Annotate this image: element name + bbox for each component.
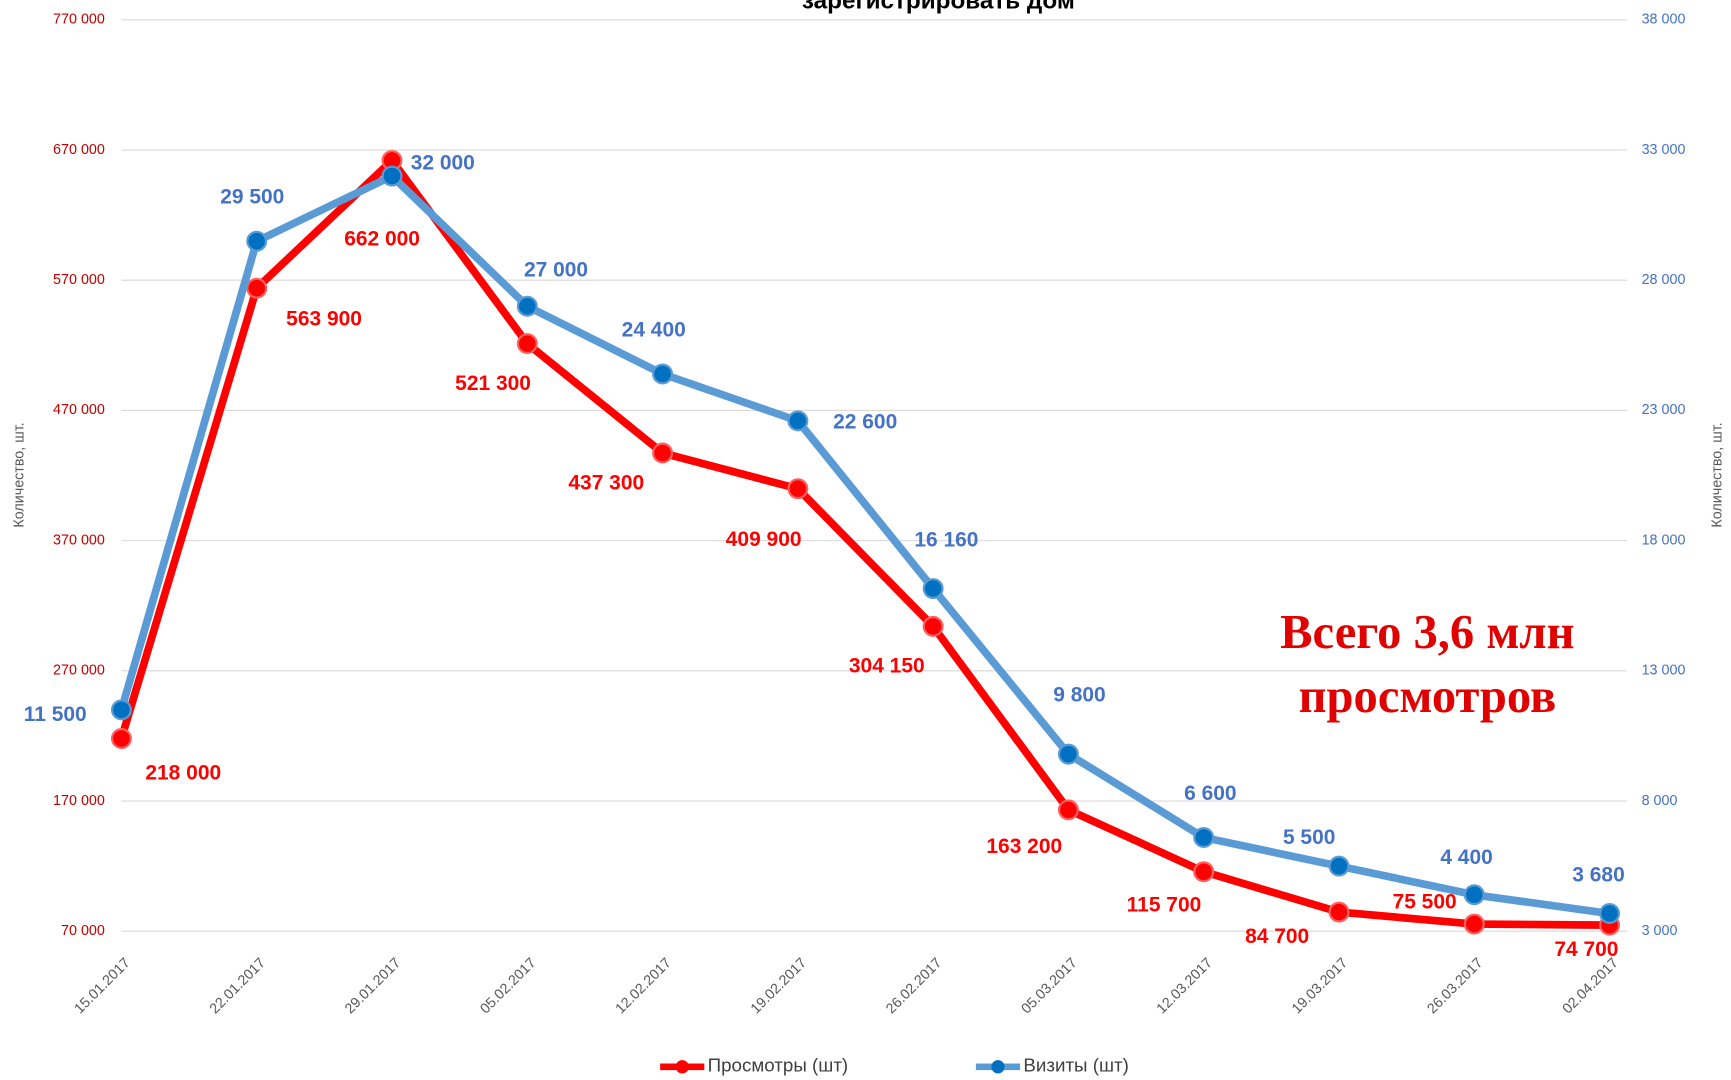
data-label: 11 500: [24, 703, 87, 726]
data-label: 521 300: [455, 372, 531, 395]
y-tick-label: 670 000: [53, 142, 105, 158]
y2-tick-label: 18 000: [1642, 532, 1686, 548]
data-label: 24 400: [622, 319, 686, 342]
y-tick-label: 70 000: [61, 923, 105, 939]
data-label: 84 700: [1245, 925, 1309, 948]
x-tick-label: 12.03.2017: [1154, 955, 1216, 1017]
series-line: [117, 172, 1611, 918]
y-tick-label: 770 000: [53, 12, 105, 28]
point: [787, 478, 809, 500]
point: [381, 165, 403, 187]
data-label: 16 160: [914, 529, 978, 552]
data-label: 4 400: [1440, 846, 1492, 869]
data-label: 115 700: [1127, 893, 1202, 916]
y2-tick-label: 28 000: [1642, 272, 1686, 288]
data-label: 662 000: [344, 227, 420, 250]
point: [1328, 855, 1350, 877]
x-tick-label: 02.04.2017: [1560, 955, 1622, 1017]
y-tick-label: 170 000: [53, 793, 105, 809]
data-label: 563 900: [286, 308, 362, 331]
y-axis-title: Количество, шт.: [12, 422, 28, 527]
point: [1463, 884, 1485, 906]
data-label: 27 000: [524, 259, 588, 282]
data-label: 29 500: [220, 186, 284, 209]
point: [652, 363, 674, 385]
y-tick-label: 470 000: [53, 402, 105, 418]
y2-tick-label: 23 000: [1642, 402, 1686, 418]
y-tick-label: 270 000: [53, 663, 105, 679]
point: [1328, 901, 1350, 923]
data-label: 32 000: [411, 151, 475, 174]
series-line: [117, 156, 1610, 929]
point: [922, 615, 944, 637]
point: [1599, 903, 1621, 924]
y2-tick-label: 8 000: [1642, 793, 1678, 809]
x-tick-label: 19.02.2017: [748, 955, 810, 1017]
x-tick-label: 22.01.2017: [207, 955, 269, 1017]
point: [516, 333, 538, 355]
y2-tick-label: 33 000: [1642, 142, 1686, 158]
point: [110, 728, 132, 750]
point: [1193, 861, 1215, 883]
point: [1463, 913, 1485, 935]
x-tick-label: 26.02.2017: [883, 955, 945, 1017]
data-label: 6 600: [1184, 782, 1236, 805]
data-label: 75 500: [1393, 891, 1457, 914]
data-label: 3 680: [1572, 864, 1624, 887]
point: [652, 442, 674, 464]
x-tick-label: 05.03.2017: [1018, 955, 1080, 1017]
annotation: Всего 3,6 млн: [1280, 606, 1574, 659]
data-label: 409 900: [726, 528, 802, 551]
point: [787, 410, 809, 432]
y-tick-label: 370 000: [53, 532, 105, 548]
legend-marker: [675, 1060, 689, 1074]
data-label: 22 600: [833, 411, 897, 434]
point: [1057, 799, 1079, 821]
data-label: 9 800: [1053, 683, 1105, 706]
y2-tick-label: 38 000: [1642, 12, 1686, 28]
data-label: 218 000: [145, 761, 221, 784]
data-label: 437 300: [568, 471, 644, 494]
point: [246, 277, 268, 299]
y2-tick-label: 3 000: [1642, 923, 1678, 939]
y-tick-label: 570 000: [53, 272, 105, 288]
legend-label: Визиты (шт): [1023, 1055, 1129, 1076]
point: [110, 699, 132, 721]
chart-title: зарегистрировать дом: [802, 0, 1075, 15]
data-label: 163 200: [986, 835, 1062, 858]
data-label: 5 500: [1283, 826, 1335, 849]
point: [1193, 827, 1215, 848]
legend-marker: [991, 1060, 1005, 1074]
annotation: просмотров: [1299, 670, 1557, 723]
point: [246, 230, 268, 252]
data-label: 74 700: [1554, 938, 1618, 961]
x-tick-label: 19.03.2017: [1289, 955, 1351, 1017]
data-label: 304 150: [849, 655, 925, 678]
x-tick-label: 15.01.2017: [71, 955, 133, 1017]
x-tick-label: 29.01.2017: [342, 955, 404, 1017]
y2-tick-label: 13 000: [1642, 663, 1686, 679]
x-tick-label: 12.02.2017: [613, 955, 675, 1017]
x-tick-label: 26.03.2017: [1424, 955, 1486, 1017]
y2-axis-title: Количество, шт.: [1710, 422, 1726, 527]
x-tick-label: 05.02.2017: [477, 955, 539, 1017]
point: [922, 578, 944, 600]
point: [1057, 743, 1079, 765]
legend-label: Просмотры (шт): [708, 1055, 849, 1076]
point: [516, 295, 538, 317]
